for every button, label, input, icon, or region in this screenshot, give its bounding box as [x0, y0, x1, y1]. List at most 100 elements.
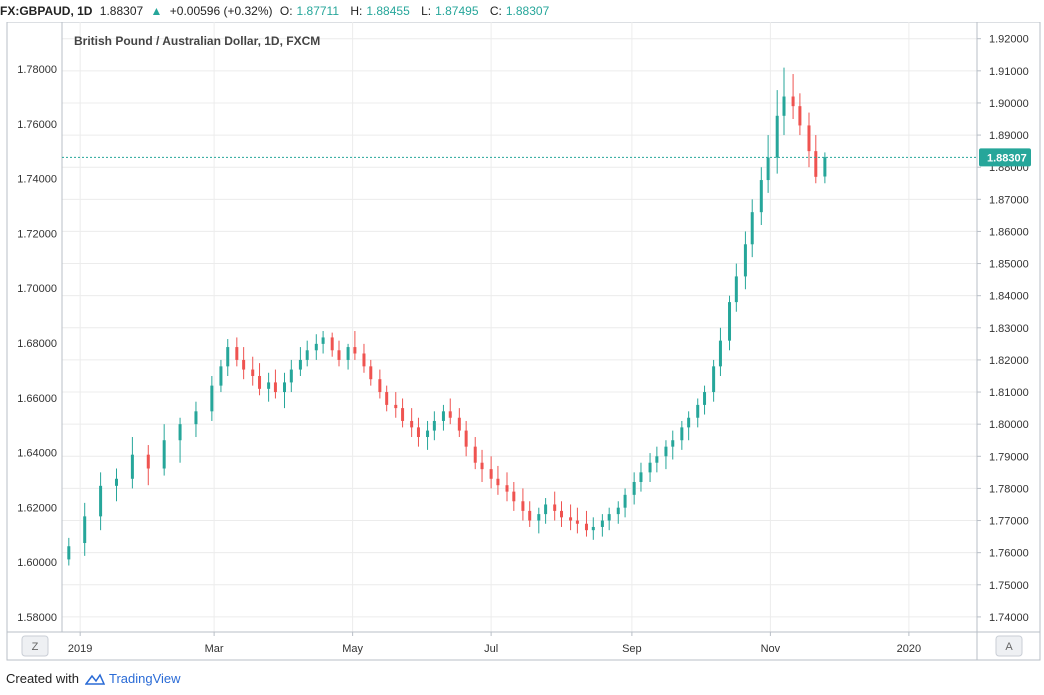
candle-body [432, 420, 436, 431]
candle-body [743, 244, 747, 277]
right-tick-label: 1.78000 [989, 483, 1029, 495]
candle-body [512, 491, 516, 502]
candle-body [416, 427, 420, 438]
candle-body [718, 340, 722, 367]
candle-body [750, 212, 754, 245]
candle-body [394, 404, 398, 409]
symbol-header: FX:GBPAUD, 1D 1.88307 ▲ +0.00596 (+0.32%… [0, 0, 1044, 22]
candle-body [385, 392, 389, 405]
candle-body [791, 96, 795, 107]
a-button-label: A [1005, 641, 1013, 653]
candle-body [687, 417, 691, 428]
tradingview-link[interactable]: TradingView [108, 671, 181, 686]
price-chart[interactable]: 1.58000 1.60000 1.62000 1.64000 1.66000 1.680… [0, 22, 1044, 662]
x-tick-label: 2019 [68, 643, 92, 655]
candle-body [759, 180, 763, 213]
left-tick-label: 1.72000 [17, 228, 57, 240]
candle-body [219, 366, 223, 386]
candle-body [489, 469, 493, 479]
candle-body [473, 446, 477, 463]
candle-body [798, 106, 802, 126]
candle-body [362, 353, 366, 367]
right-tick-label: 1.84000 [989, 291, 1029, 303]
left-tick-label: 1.64000 [17, 448, 57, 460]
candle-body [251, 369, 255, 376]
candle-body [194, 411, 198, 425]
candle-body [298, 359, 302, 370]
candles [67, 67, 827, 566]
candle-body [337, 350, 341, 360]
change-arrow-icon: ▲ [150, 4, 163, 18]
left-tick-label: 1.76000 [17, 119, 57, 131]
created-with-label: Created with [6, 671, 79, 686]
candle-body [410, 420, 414, 428]
right-tick-label: 1.86000 [989, 226, 1029, 238]
z-button-label: Z [32, 641, 39, 653]
candle-body [457, 417, 461, 431]
candle-body [448, 411, 452, 418]
candle-body [696, 404, 700, 418]
candle-body [162, 440, 166, 469]
candle-body [314, 343, 318, 351]
auto-scale-left-button[interactable] [21, 635, 49, 657]
candle-body [623, 494, 627, 508]
chart-title: British Pound / Australian Dollar, 1D, F… [74, 34, 320, 48]
x-tick-label: Jul [484, 643, 498, 655]
candle-body [600, 520, 604, 527]
candle-body [289, 369, 293, 383]
right-tick-label: 1.82000 [989, 355, 1029, 367]
footer: Created with TradingView [6, 671, 181, 686]
candle-body [766, 157, 770, 181]
left-tick-label: 1.78000 [17, 64, 57, 76]
candle-body [305, 350, 309, 360]
right-price-axis[interactable]: 1.74000 1.75000 1.76000 1.77000 1.78000 1.790… [977, 34, 1029, 624]
candle-body [242, 359, 246, 370]
candle-body [273, 382, 277, 393]
symbol-label: FX:GBPAUD, 1D [0, 4, 93, 18]
candle-body [83, 516, 87, 544]
x-tick-label: 2020 [897, 643, 921, 655]
candle-body [584, 523, 588, 531]
chart-frame [6, 22, 1041, 661]
left-price-axis[interactable]: 1.58000 1.60000 1.62000 1.64000 1.66000 1.680… [17, 64, 57, 624]
time-axis[interactable]: 2019 Mar May Jul Sep Nov 2020 [68, 632, 921, 655]
candle-body [378, 379, 382, 393]
candle-body [369, 366, 373, 380]
candle-body [807, 125, 811, 152]
candle-body [703, 392, 707, 405]
candle-body [814, 151, 818, 177]
candle-body [267, 382, 271, 389]
candle-body [353, 347, 357, 354]
candle-body [648, 462, 652, 473]
auto-scale-right-button[interactable] [995, 635, 1023, 657]
candle-body [575, 520, 579, 524]
candle-body [553, 504, 557, 511]
candle-body [130, 454, 134, 479]
right-tick-label: 1.79000 [989, 451, 1029, 463]
candle-body [734, 276, 738, 303]
x-tick-label: May [342, 643, 363, 655]
last-price-label: 1.88307 [987, 152, 1027, 164]
tradingview-logo-icon [84, 672, 105, 685]
x-tick-label: Mar [205, 643, 224, 655]
right-tick-label: 1.87000 [989, 194, 1029, 206]
candle-body [521, 501, 525, 511]
candle-body [544, 504, 548, 515]
last-price-marker [979, 148, 1031, 167]
candle-body [782, 96, 786, 116]
candle-body [569, 517, 573, 521]
left-tick-label: 1.74000 [17, 174, 57, 186]
candle-body [680, 427, 684, 441]
right-tick-label: 1.91000 [989, 66, 1029, 78]
right-tick-label: 1.75000 [989, 580, 1029, 592]
right-tick-label: 1.89000 [989, 130, 1029, 142]
candle-body [401, 408, 405, 421]
candle-body [210, 385, 214, 412]
candle-body [346, 347, 350, 360]
candle-body [505, 485, 509, 492]
candle-body [728, 302, 732, 341]
candle-body [441, 411, 445, 421]
candle-body [258, 375, 262, 389]
candle-body [639, 472, 643, 482]
candle-body [671, 440, 675, 447]
